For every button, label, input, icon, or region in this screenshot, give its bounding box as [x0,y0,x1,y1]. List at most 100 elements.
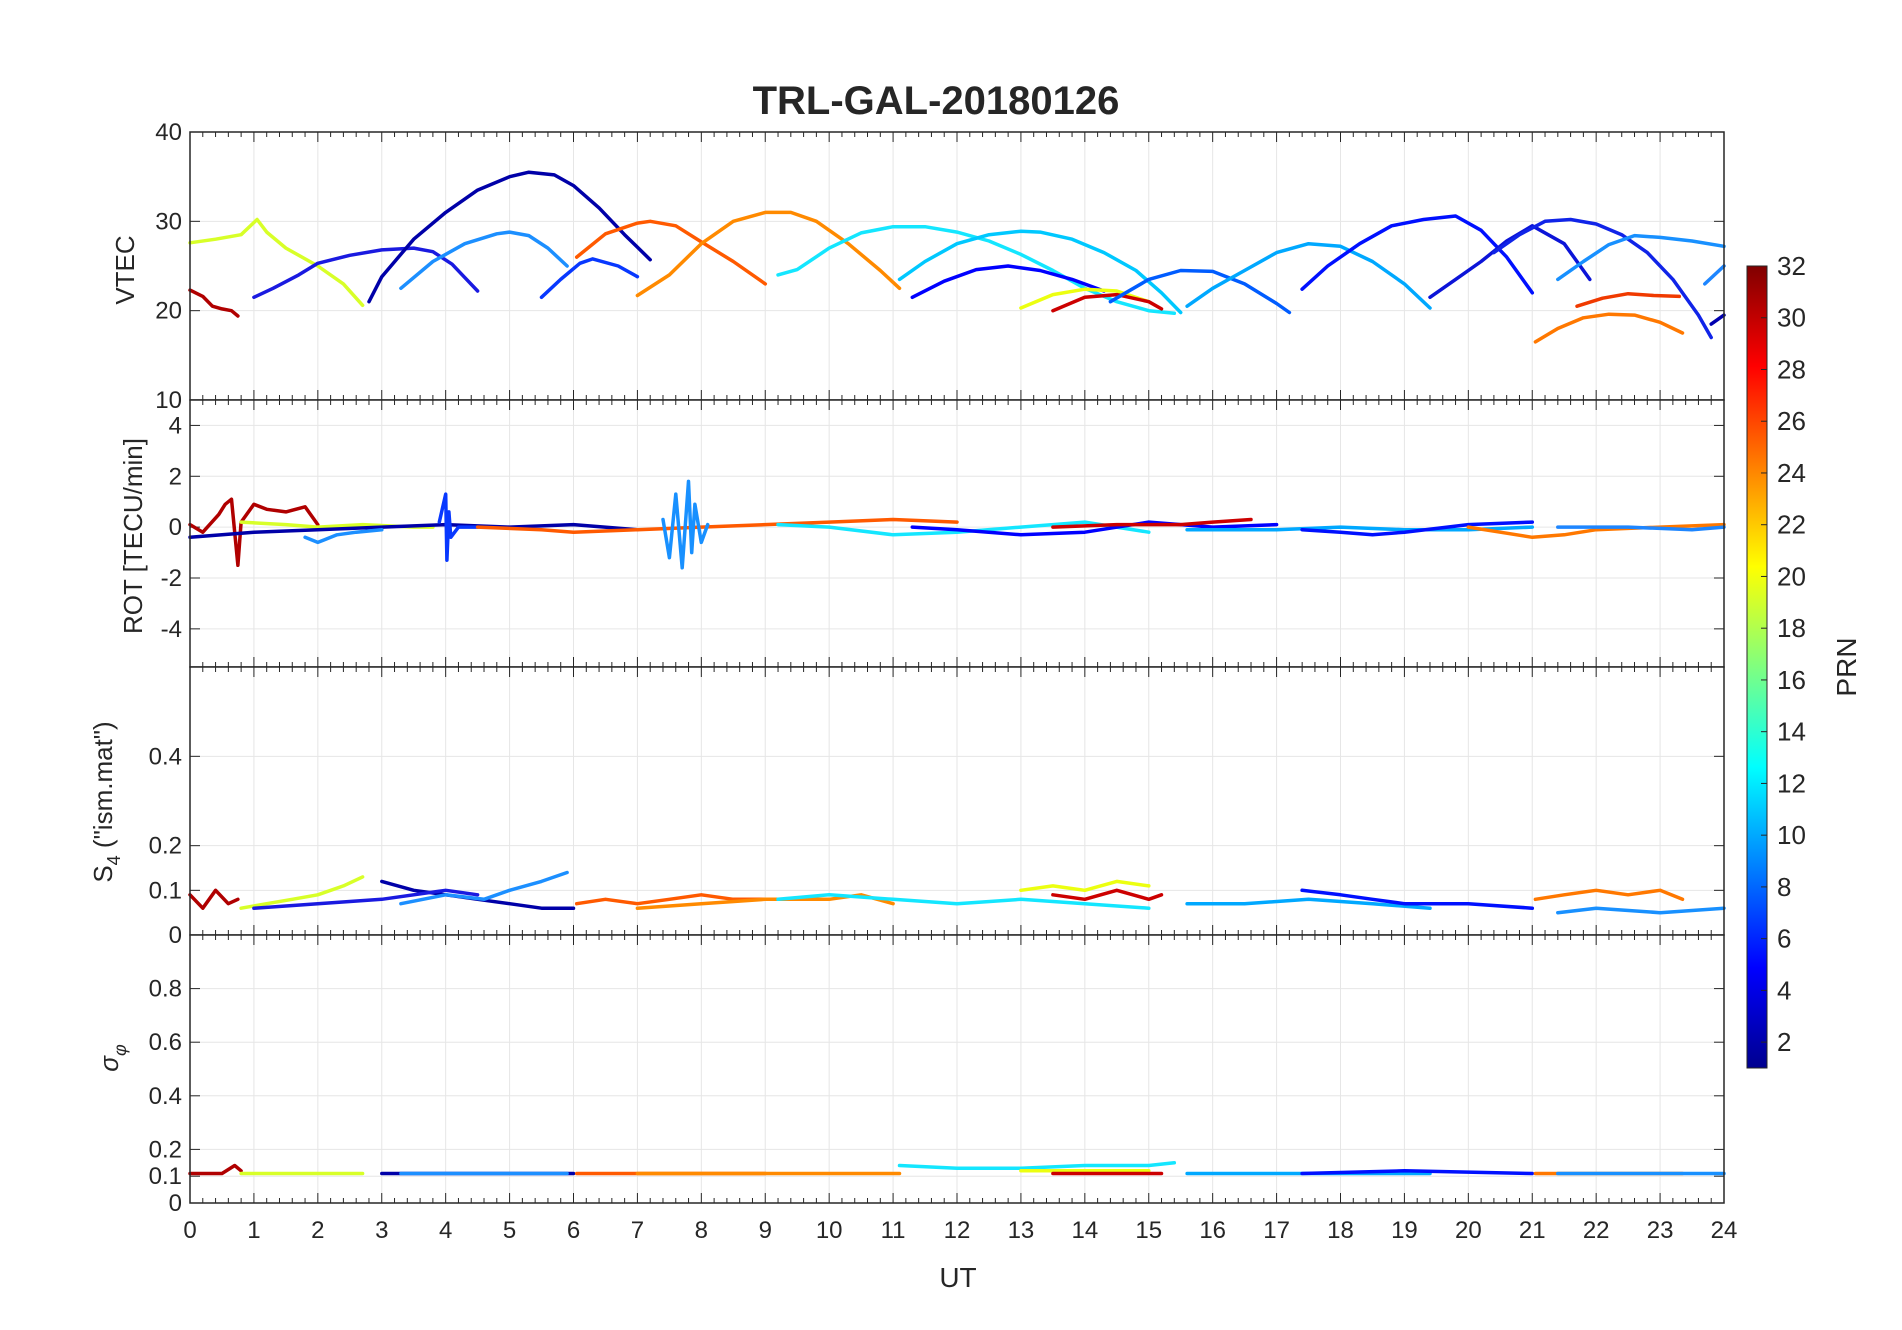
sigma-ytick-label: 0.6 [149,1029,182,1056]
sigma-panel: 00.10.2 0.4 0.6 0.8 [149,934,1726,1217]
x-tick-label: 6 [567,1217,580,1244]
x-tick-label: 15 [1135,1217,1162,1244]
rot-ytick-label: -2 [161,565,182,592]
x-tick-label: 20 [1455,1217,1482,1244]
s4-series-line [1533,888,1685,902]
vtec-ytick-label: 30 [155,208,182,235]
sigma-series-line [188,1163,243,1176]
colorbar-tick-label: 10 [1777,820,1806,850]
rot-series-line [188,522,640,540]
vtec-series-line [1185,241,1432,310]
x-tick-label: 1 [247,1217,260,1244]
vtec-ytick-label: 40 [155,119,182,146]
rot-series-line [776,520,1151,537]
s4-ylabel: S4 ("ism.mat") [88,721,124,882]
sigma-ytick-label: 0.4 [149,1083,182,1110]
x-tick-label: 17 [1263,1217,1290,1244]
colorbar-tick-label: 14 [1777,717,1806,747]
sigma-frame [189,934,1725,1204]
s4-ylabel-s: S [88,865,118,882]
vtec-series-line [1703,264,1726,286]
s4-ylabel-rest: ("ism.mat") [88,721,118,855]
s4-series-line [1300,888,1535,910]
rot-series-line [1051,517,1253,529]
colorbar-tick-label: 32 [1777,251,1806,281]
rot-ytick-label: 0 [169,514,182,541]
s4-series-line [239,875,365,910]
colorbar-tick-label: 6 [1777,924,1791,954]
s4-ytick-label: 0.4 [149,743,182,770]
vtec-series-line [1019,287,1151,310]
x-axis-label: UT [939,1262,976,1293]
s4-ylabel-sub: 4 [104,855,124,865]
vtec-series-line [910,264,1106,300]
colorbar-tick-label: 20 [1777,561,1806,591]
sigma-series-line [897,1161,1177,1170]
rot-series-line [661,479,710,570]
x-tick-label: 0 [183,1217,196,1244]
rot-series-line [1300,520,1535,537]
vtec-series-line [1051,292,1164,313]
x-tick-label: 10 [816,1217,843,1244]
colorbar-tick-label: 24 [1777,458,1806,488]
x-tick-label: 14 [1071,1217,1098,1244]
x-tick-label: 22 [1583,1217,1610,1244]
vtec-series-line [252,246,480,300]
colorbar-tick-label: 26 [1777,406,1806,436]
s4-ytick-label: 0.2 [149,833,182,860]
s4-series-line [1051,888,1164,902]
vtec-series-line [897,229,1183,315]
s4-series-line [776,893,1151,910]
vtec-series-line [399,230,569,291]
colorbar-tick-label: 2 [1777,1027,1791,1057]
vtec-series-line [188,288,240,318]
s4-ytick-label: 0 [169,922,182,949]
colorbar-tick-label: 22 [1777,510,1806,540]
sigma-series-line [1300,1169,1535,1176]
rot-ytick-label: 2 [169,463,182,490]
x-tick-labels: 0 1 2 3 4 5 6 7 8 9 10 11 12 13 14 15 16 17 18 19 20 21 22 23 24 [183,1217,1737,1244]
vtec-series-line [635,210,902,298]
x-tick-label: 16 [1199,1217,1226,1244]
x-tick-label: 23 [1647,1217,1674,1244]
rot-ylabel: ROT [TECU/min] [118,438,148,634]
s4-series-line [574,893,768,906]
s4-series-line [252,888,480,910]
sigma-ylabel: σφ [94,1044,130,1072]
vtec-series-line [1709,313,1726,326]
s4-series-line [399,870,569,906]
figure-title: TRL-GAL-20180126 [753,79,1120,123]
colorbar-tick-label: 8 [1777,872,1791,902]
x-tick-label: 13 [1008,1217,1035,1244]
x-tick-label: 21 [1519,1217,1546,1244]
vtec-series-line [1428,224,1592,300]
vtec-ytick-label: 10 [155,387,182,414]
colorbar-tick-label: 18 [1777,613,1806,643]
rot-ytick-label: 4 [169,412,182,439]
x-tick-label: 19 [1391,1217,1418,1244]
sigma-ytick-label: 0.2 [149,1136,182,1163]
rot-series-line [475,517,959,534]
vtec-series-line [1108,268,1292,315]
colorbar [1746,265,1768,1069]
colorbar-tick-label: 16 [1777,665,1806,695]
rot-series-line [303,527,384,545]
s4-series-line [1185,897,1432,910]
sigma-ytick-label: 0.8 [149,976,182,1003]
rot-ytick-label: -4 [161,616,182,643]
s4-panel: 0 0.1 0.2 0.4 [149,666,1726,949]
vtec-series-line [1492,217,1713,340]
x-tick-label: 3 [375,1217,388,1244]
colorbar-tick-label: 30 [1777,303,1806,333]
rot-series-line [1556,525,1726,532]
s4-series-line [1019,879,1151,893]
vtec-series-line [1533,312,1685,344]
vtec-panel: 10 20 30 40 [155,119,1726,414]
x-tick-label: 18 [1327,1217,1354,1244]
x-tick-label: 9 [759,1217,772,1244]
x-tick-label: 4 [439,1217,452,1244]
rot-panel: -4 -2 0 2 4 [161,399,1726,668]
vtec-series-line [1575,291,1682,308]
sigma-ylabel-sigma: σ [94,1055,124,1072]
